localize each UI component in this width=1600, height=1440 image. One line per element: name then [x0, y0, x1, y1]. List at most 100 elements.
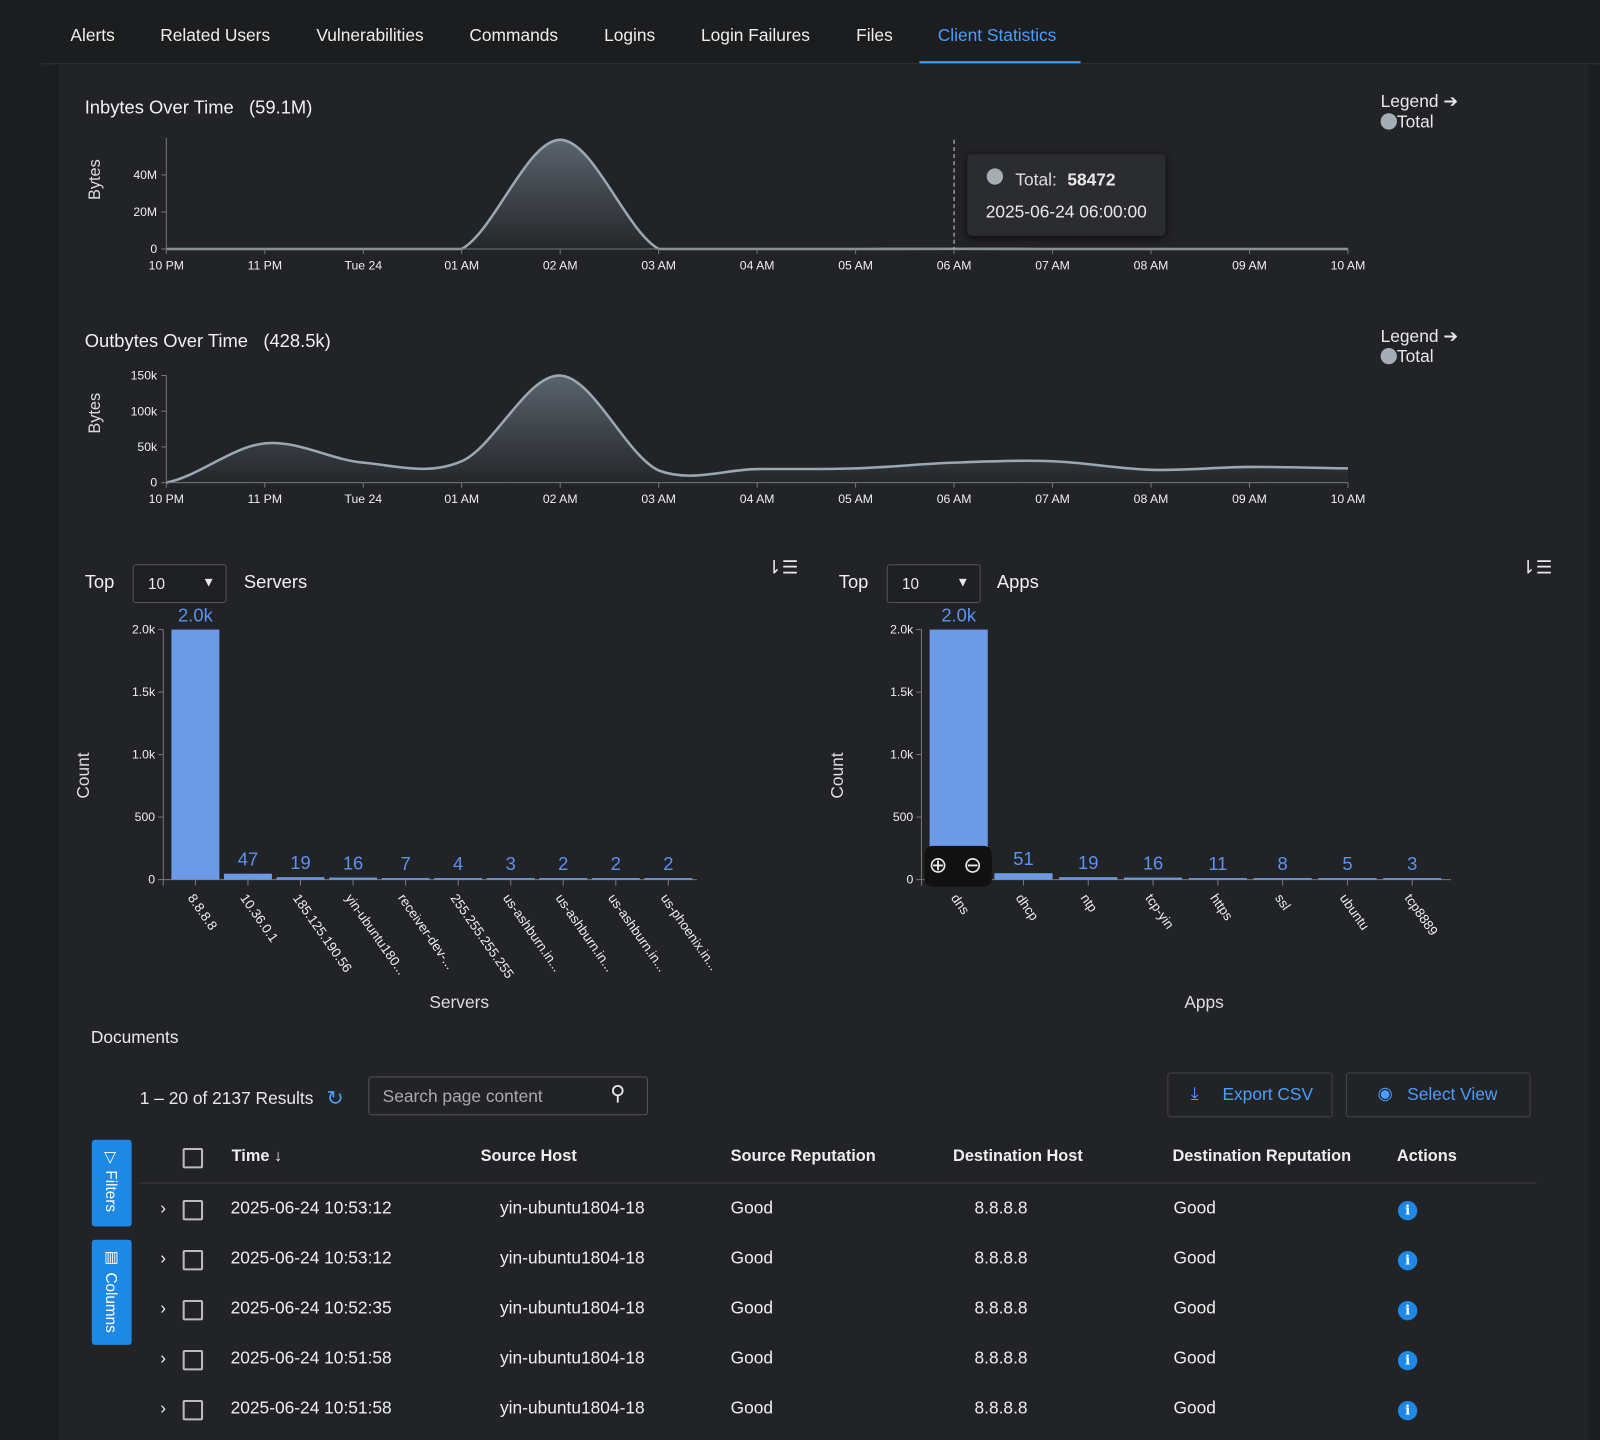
cell-source-host[interactable]: yin-ubuntu1804-18	[499, 1247, 645, 1268]
row-checkbox[interactable]	[182, 1399, 204, 1421]
cell-destination-host[interactable]: 8.8.8.8	[974, 1247, 1028, 1268]
y-tick-label: 50k	[137, 440, 158, 454]
columns-label: Columns	[102, 1272, 120, 1333]
bar	[1059, 877, 1118, 880]
column-source-host[interactable]: Source Host	[480, 1147, 577, 1166]
zoom-out-icon[interactable]: ⊖	[963, 852, 983, 878]
bar	[223, 873, 272, 880]
servers-top-label: Top	[84, 571, 115, 592]
x-tick-label: 05 AM	[838, 258, 873, 272]
cell-source-host[interactable]: yin-ubuntu1804-18	[499, 1397, 645, 1418]
cell-destination-host[interactable]: 8.8.8.8	[974, 1347, 1028, 1368]
column-label: Time	[231, 1147, 270, 1166]
bar-value-label: 5	[1342, 853, 1352, 874]
columns-button[interactable]: ▥ Columns	[91, 1239, 132, 1345]
column-destination-host[interactable]: Destination Host	[953, 1147, 1083, 1166]
expand-chevron-icon[interactable]: ›	[160, 1197, 166, 1218]
select-value: 10	[147, 575, 165, 593]
cell-destination-host[interactable]: 8.8.8.8	[974, 1297, 1028, 1318]
bar	[1383, 878, 1442, 880]
x-tick-label: Tue 24	[344, 492, 382, 506]
y-tick-label: 0	[906, 873, 913, 887]
tab-logins[interactable]: Logins	[604, 25, 656, 45]
search-icon[interactable]: ⚲	[610, 1082, 626, 1106]
refresh-icon[interactable]: ↻	[326, 1087, 344, 1111]
tab-commands[interactable]: Commands	[469, 25, 559, 45]
bar-value-label: 47	[238, 849, 258, 870]
cell-destination-host[interactable]: 8.8.8.8	[974, 1197, 1028, 1218]
expand-chevron-icon[interactable]: ›	[160, 1397, 166, 1418]
series-line	[166, 138, 1348, 251]
tab-client-statistics[interactable]: Client Statistics	[937, 25, 1057, 45]
bar-value-label: 2.0k	[178, 604, 214, 625]
legend-label: Legend	[1380, 326, 1439, 346]
columns-icon: ▥	[104, 1248, 119, 1267]
info-icon[interactable]: i	[1397, 1201, 1418, 1221]
x-tick-label: 06 AM	[937, 258, 972, 272]
expand-chevron-icon[interactable]: ›	[160, 1347, 166, 1368]
zoom-in-icon[interactable]: ⊕	[928, 852, 948, 878]
cell-source-reputation: Good	[730, 1197, 774, 1218]
apps-top-select[interactable]: 10 ▼	[886, 564, 981, 604]
y-tick-label: 100k	[131, 404, 158, 418]
row-checkbox[interactable]	[182, 1349, 204, 1371]
cell-source-host[interactable]: yin-ubuntu1804-18	[499, 1347, 645, 1368]
bar-value-label: 4	[453, 853, 463, 874]
cell-destination-reputation: Good	[1173, 1347, 1216, 1368]
x-tick-label: 11 PM	[248, 492, 282, 506]
sort-icon[interactable]: ⇂☰	[766, 557, 799, 578]
inbytes-total: (59.1M)	[249, 96, 313, 118]
info-icon[interactable]: i	[1397, 1351, 1418, 1371]
tab-login-failures[interactable]: Login Failures	[701, 25, 810, 45]
select-all-checkbox[interactable]	[182, 1147, 204, 1169]
info-icon[interactable]: i	[1397, 1301, 1418, 1321]
x-tick-label: 04 AM	[740, 492, 775, 506]
search-placeholder: Search page content	[382, 1086, 543, 1107]
expand-chevron-icon[interactable]: ›	[160, 1247, 166, 1268]
row-checkbox[interactable]	[182, 1249, 204, 1271]
column-source-reputation[interactable]: Source Reputation	[730, 1147, 876, 1166]
y-tick-label: 0	[148, 873, 155, 887]
filters-button[interactable]: ▽ Filters	[91, 1139, 132, 1227]
select-view-button[interactable]: ◉ Select View	[1345, 1072, 1531, 1118]
bar	[1253, 878, 1312, 880]
x-tick-label: ubuntu	[1337, 891, 1373, 933]
bar	[644, 878, 693, 880]
tab-bar: Alerts Related Users Vulnerabilities Com…	[40, 0, 1600, 65]
servers-top-select[interactable]: 10 ▼	[132, 564, 227, 604]
bar-value-label: 2	[558, 853, 568, 874]
tab-related-users[interactable]: Related Users	[160, 25, 271, 45]
sort-icon[interactable]: ⇂☰	[1520, 557, 1553, 578]
apps-top-label: Top	[838, 571, 869, 592]
row-checkbox[interactable]	[182, 1299, 204, 1321]
column-time[interactable]: Time ↓	[232, 1148, 283, 1166]
cell-destination-host[interactable]: 8.8.8.8	[974, 1397, 1028, 1418]
inbytes-legend[interactable]: Legend ➔ Total	[1380, 92, 1458, 133]
x-tick-label: 01 AM	[444, 258, 479, 272]
cell-destination-reputation: Good	[1173, 1397, 1216, 1418]
bar-value-label: 2.0k	[941, 604, 977, 625]
info-icon[interactable]: i	[1397, 1401, 1418, 1421]
cell-source-host[interactable]: yin-ubuntu1804-18	[499, 1197, 645, 1218]
outbytes-legend[interactable]: Legend ➔ Total	[1380, 326, 1458, 368]
x-axis-label: Apps	[1184, 992, 1224, 1012]
cell-time: 2025-06-24 10:53:12	[230, 1197, 392, 1218]
tab-vulnerabilities[interactable]: Vulnerabilities	[316, 25, 424, 45]
expand-chevron-icon[interactable]: ›	[160, 1297, 166, 1318]
tooltip-label: Total:	[1015, 170, 1057, 190]
info-icon[interactable]: i	[1397, 1251, 1418, 1271]
export-csv-button[interactable]: ⤓ Export CSV	[1167, 1072, 1333, 1118]
filter-icon: ▽	[104, 1148, 116, 1167]
cell-time: 2025-06-24 10:51:58	[230, 1397, 392, 1418]
column-destination-reputation[interactable]: Destination Reputation	[1172, 1147, 1352, 1166]
arrow-right-circle-icon: ➔	[1443, 326, 1458, 346]
y-tick-label: 40M	[133, 168, 157, 182]
row-checkbox[interactable]	[182, 1199, 204, 1221]
x-tick-label: 07 AM	[1035, 492, 1070, 506]
tab-alerts[interactable]: Alerts	[70, 25, 115, 45]
tab-files[interactable]: Files	[856, 25, 893, 45]
bar	[1318, 878, 1377, 880]
y-axis-label: Bytes	[86, 159, 104, 200]
search-input[interactable]: Search page content ⚲	[368, 1076, 648, 1116]
cell-source-host[interactable]: yin-ubuntu1804-18	[499, 1297, 645, 1318]
